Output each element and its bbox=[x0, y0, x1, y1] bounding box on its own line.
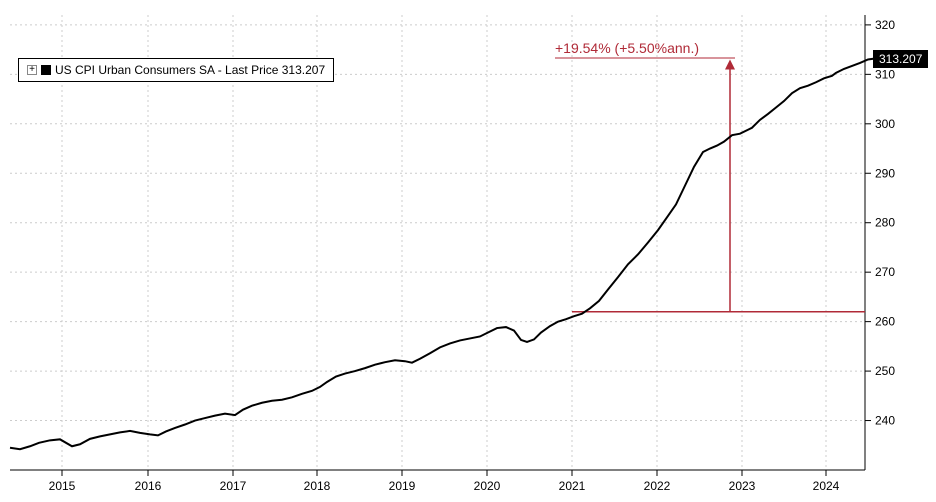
legend-box: + US CPI Urban Consumers SA - Last Price… bbox=[18, 58, 334, 82]
svg-text:2020: 2020 bbox=[474, 479, 501, 493]
svg-text:320: 320 bbox=[875, 18, 895, 32]
svg-text:2015: 2015 bbox=[49, 479, 76, 493]
last-price-badge: 313.207 bbox=[873, 50, 928, 68]
svg-text:2016: 2016 bbox=[135, 479, 162, 493]
svg-text:310: 310 bbox=[875, 67, 895, 81]
legend-expand-icon[interactable]: + bbox=[27, 65, 37, 75]
svg-text:2021: 2021 bbox=[559, 479, 586, 493]
svg-text:2017: 2017 bbox=[220, 479, 247, 493]
legend-series-marker bbox=[41, 65, 51, 75]
svg-text:250: 250 bbox=[875, 364, 895, 378]
svg-text:2018: 2018 bbox=[304, 479, 331, 493]
annotation-label: +19.54% (+5.50%ann.) bbox=[555, 40, 699, 56]
svg-text:280: 280 bbox=[875, 216, 895, 230]
svg-text:260: 260 bbox=[875, 315, 895, 329]
svg-text:2023: 2023 bbox=[729, 479, 756, 493]
legend-text: US CPI Urban Consumers SA - Last Price 3… bbox=[55, 63, 325, 77]
svg-text:290: 290 bbox=[875, 166, 895, 180]
chart-container: 240 250 260 270 280 290 300 310 320 2015 2016 2017 2… bbox=[0, 0, 936, 502]
svg-text:240: 240 bbox=[875, 414, 895, 428]
svg-text:270: 270 bbox=[875, 265, 895, 279]
svg-text:300: 300 bbox=[875, 117, 895, 131]
svg-text:2022: 2022 bbox=[644, 479, 671, 493]
svg-text:2024: 2024 bbox=[813, 479, 840, 493]
svg-text:2019: 2019 bbox=[389, 479, 416, 493]
